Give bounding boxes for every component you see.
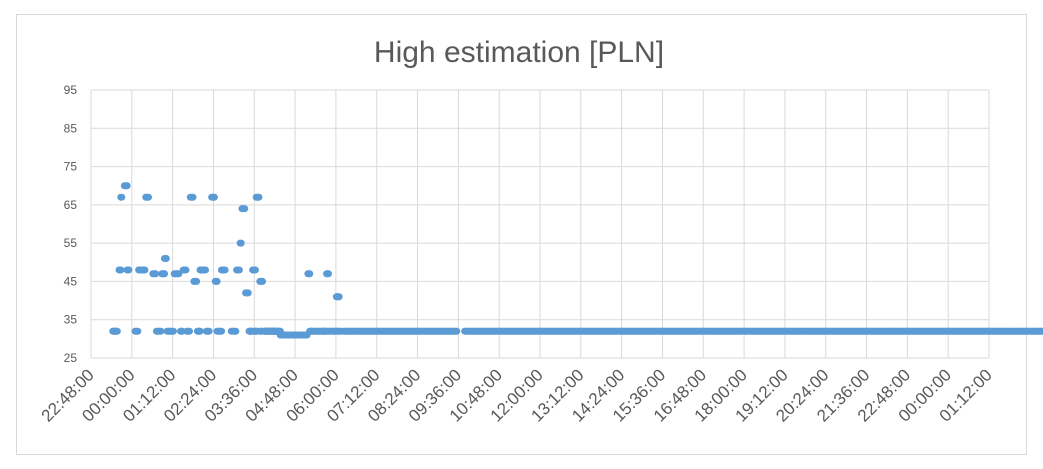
data-point xyxy=(161,254,170,262)
data-point xyxy=(220,266,229,274)
data-point xyxy=(117,193,126,201)
data-point xyxy=(236,239,245,247)
data-point xyxy=(1040,327,1043,335)
data-point xyxy=(168,327,177,335)
chart-title: High estimation [PLN] xyxy=(374,36,664,69)
data-point xyxy=(195,327,204,335)
data-point xyxy=(257,327,266,335)
data-point xyxy=(133,327,142,335)
data-point xyxy=(319,327,328,335)
data-point xyxy=(305,270,314,278)
data-point xyxy=(231,327,240,335)
gridlines xyxy=(90,89,990,359)
data-point xyxy=(192,277,201,285)
data-point xyxy=(112,327,121,335)
data-point xyxy=(212,277,221,285)
y-tick-label: 85 xyxy=(64,121,78,135)
data-point xyxy=(181,266,190,274)
chart-area xyxy=(16,14,1027,455)
data-point xyxy=(204,327,213,335)
data-point xyxy=(156,327,165,335)
data-point xyxy=(116,266,125,274)
y-tick-label: 25 xyxy=(64,351,78,365)
data-point xyxy=(122,182,131,190)
y-axis-ticks: 25 35 45 55 65 75 85 95 xyxy=(64,83,78,365)
y-tick-label: 35 xyxy=(64,313,78,327)
data-point xyxy=(209,193,218,201)
data-point xyxy=(243,289,252,297)
y-tick-label: 45 xyxy=(64,274,78,288)
data-point xyxy=(234,266,243,274)
data-point xyxy=(140,266,149,274)
y-tick-label: 95 xyxy=(64,83,78,97)
data-point xyxy=(188,193,197,201)
data-point xyxy=(144,193,153,201)
x-axis-ticks: 22:48:0000:00:0001:12:0002:24:0003:36:00… xyxy=(38,365,996,425)
data-point xyxy=(250,266,259,274)
data-point xyxy=(124,266,133,274)
data-point xyxy=(174,270,183,278)
data-point xyxy=(254,193,263,201)
data-point xyxy=(184,327,193,335)
data-point xyxy=(323,270,332,278)
data-point xyxy=(334,293,343,301)
data-point xyxy=(217,327,226,335)
data-point xyxy=(240,205,249,213)
y-tick-label: 65 xyxy=(64,198,78,212)
scatter-points xyxy=(109,182,1043,339)
y-tick-label: 55 xyxy=(64,236,78,250)
data-point xyxy=(258,277,267,285)
data-point xyxy=(201,266,210,274)
data-point xyxy=(160,270,169,278)
y-tick-label: 75 xyxy=(64,160,78,174)
data-point xyxy=(151,270,160,278)
data-point xyxy=(452,327,461,335)
